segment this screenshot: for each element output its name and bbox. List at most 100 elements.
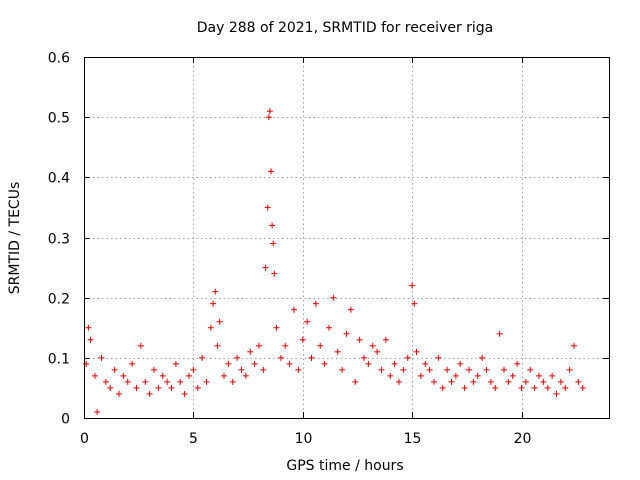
y-tick-label: 0 <box>61 412 70 428</box>
x-tick-label: 20 <box>514 431 532 447</box>
data-point <box>87 336 94 343</box>
data-point <box>107 384 114 391</box>
data-point <box>562 384 569 391</box>
data-point <box>466 366 472 373</box>
data-point <box>186 372 192 379</box>
data-point <box>431 378 437 385</box>
data-point <box>137 342 144 349</box>
x-tick-label: 5 <box>189 431 198 447</box>
data-point <box>321 360 328 367</box>
data-point <box>411 300 418 307</box>
data-point <box>531 384 538 391</box>
data-point <box>155 384 162 391</box>
data-point <box>251 360 258 367</box>
data-point <box>579 384 586 391</box>
data-point <box>422 360 429 367</box>
data-point <box>396 378 402 385</box>
x-tick-label: 0 <box>80 431 89 447</box>
data-point <box>470 378 477 385</box>
x-tick-label: 15 <box>404 431 422 447</box>
data-point <box>124 378 131 385</box>
data-point <box>444 366 451 373</box>
data-point <box>387 372 394 379</box>
data-point <box>111 366 118 373</box>
data-point <box>334 348 341 355</box>
data-point <box>277 354 284 361</box>
y-tick-label: 0.2 <box>48 292 70 308</box>
data-point <box>391 360 398 367</box>
data-point <box>409 282 416 289</box>
data-point <box>496 330 503 337</box>
data-point <box>268 168 275 175</box>
data-point <box>304 318 311 325</box>
data-point <box>566 366 573 373</box>
y-axis-label: SRMTID / TECUs <box>7 182 23 295</box>
data-point <box>413 348 420 355</box>
data-point <box>181 390 188 397</box>
data-point <box>151 366 157 373</box>
data-point <box>435 354 442 361</box>
data-point <box>91 372 98 379</box>
x-tick-label: 10 <box>295 431 313 447</box>
data-point <box>461 384 468 391</box>
data-point <box>129 360 136 367</box>
data-point <box>326 324 332 331</box>
data-point <box>479 354 486 361</box>
data-point <box>146 390 153 397</box>
data-point <box>120 372 127 379</box>
data-point <box>317 342 324 349</box>
data-point <box>262 264 269 271</box>
data-point <box>203 378 210 385</box>
chart-title: Day 288 of 2021, SRMTID for receiver rig… <box>197 20 494 36</box>
data-point <box>238 366 245 373</box>
data-point <box>142 378 149 385</box>
data-point <box>234 354 241 361</box>
data-point <box>557 378 564 385</box>
data-point <box>210 300 217 307</box>
data-point <box>94 408 101 415</box>
data-point <box>571 342 577 349</box>
data-point <box>382 336 389 343</box>
data-point <box>216 318 223 325</box>
y-tick-label: 0.3 <box>48 232 70 248</box>
data-point <box>265 114 272 121</box>
data-point <box>378 366 385 373</box>
data-point <box>536 372 542 379</box>
data-point <box>221 372 227 379</box>
data-point <box>308 354 315 361</box>
data-point <box>164 378 171 385</box>
data-point <box>133 384 140 391</box>
data-point <box>312 300 319 307</box>
data-point <box>264 204 271 211</box>
data-point <box>271 270 278 277</box>
data-point <box>295 366 302 373</box>
data-point <box>352 378 359 385</box>
data-point <box>426 366 433 373</box>
data-point <box>365 360 372 367</box>
data-point <box>282 342 289 349</box>
y-tick-label: 0.1 <box>48 352 70 368</box>
data-point <box>487 378 494 385</box>
data-point <box>501 366 507 373</box>
data-point <box>509 372 516 379</box>
data-point <box>199 354 206 361</box>
data-point <box>177 378 184 385</box>
data-point <box>85 324 92 331</box>
data-point <box>439 384 446 391</box>
data-point <box>505 378 512 385</box>
data-point <box>575 378 582 385</box>
data-point <box>448 378 455 385</box>
data-point <box>361 354 367 361</box>
data-point <box>212 288 219 295</box>
data-point <box>225 360 232 367</box>
data-point <box>369 342 376 349</box>
data-point <box>527 366 534 373</box>
data-point <box>242 372 249 379</box>
data-point <box>214 342 221 349</box>
data-point <box>417 372 424 379</box>
data-point <box>522 378 529 385</box>
data-point <box>273 324 280 331</box>
y-tick-label: 0.6 <box>48 51 70 67</box>
